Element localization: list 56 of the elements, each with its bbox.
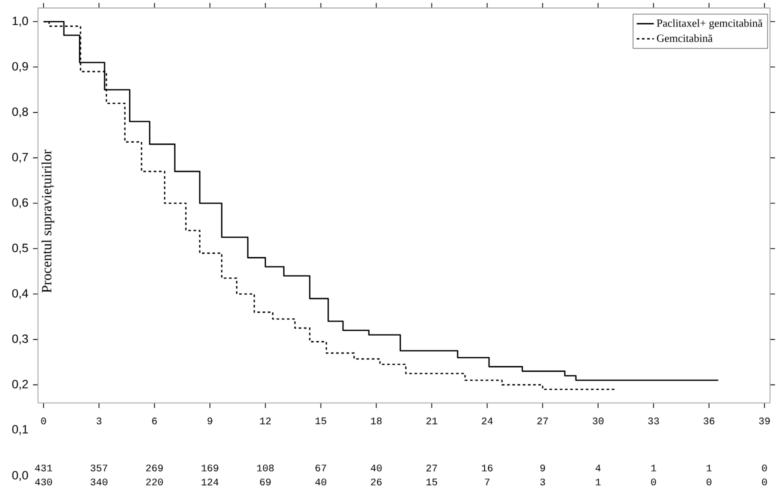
text: 16 [482,464,493,472]
x-tick-label: 27 [537,418,548,424]
x-tick-label: 3 [96,418,102,424]
x-tick-label: 39 [759,418,770,424]
text: 220 [146,478,163,486]
text: 431 [35,464,52,472]
x-tick-label: 18 [371,418,382,424]
x-tick-label: 21 [426,418,438,424]
text: 108 [257,464,274,472]
x-tick-label: 12 [260,418,271,424]
text: 40 [315,478,326,486]
x-tick-label: 0 [41,418,46,424]
x-tick-label: 9 [208,418,212,424]
text: 1 [596,478,601,486]
text: 269 [146,464,163,472]
text: 357 [90,464,108,472]
text: 26 [370,478,382,486]
y-axis-title: Procentul supraviețuirilor [42,150,54,293]
text: 67 [316,464,326,472]
text: 169 [202,464,218,472]
text: 124 [202,478,218,486]
text: 340 [90,478,108,486]
text: 0,1 [12,425,28,435]
text: 0 [651,478,656,486]
text: 69 [260,478,271,486]
text: 0 [762,478,767,486]
y-tick-label: 1,0 [12,16,28,27]
x-tick-label: 6 [152,418,157,424]
text: 1 [651,464,656,472]
x-tick-label: 30 [592,418,604,424]
text: 15 [426,478,438,486]
text: 0 [762,464,767,472]
x-tick-label: 33 [648,418,659,424]
x-tick-label: 36 [704,418,714,424]
y-tick-label: 0,6 [12,198,28,208]
y-tick-label: 0,9 [12,62,28,72]
x-tick-label: 15 [316,418,326,424]
y-tick-label: 0,4 [12,289,28,299]
text: 27 [426,464,437,472]
y-tick-label: 0,7 [12,152,28,163]
y-tick-label: 0,2 [12,380,28,390]
text: 3 [540,478,545,486]
text: 4 [596,464,601,472]
text: 0 [706,478,712,486]
y-tick-label: 0,8 [12,107,28,118]
legend-label: Gemcitabină [656,34,713,42]
text: 1 [706,464,712,472]
text: 40 [370,464,382,472]
text: 9 [540,464,545,472]
legend-label: Paclitaxel+ gemcitabină [656,19,762,30]
x-tick-label: 24 [482,418,493,424]
text: 430 [35,478,52,486]
text: 7 [484,478,490,486]
y-tick-label: 0,5 [12,244,28,254]
text: 0,0 [12,471,28,481]
y-tick-label: 0,3 [12,334,28,344]
